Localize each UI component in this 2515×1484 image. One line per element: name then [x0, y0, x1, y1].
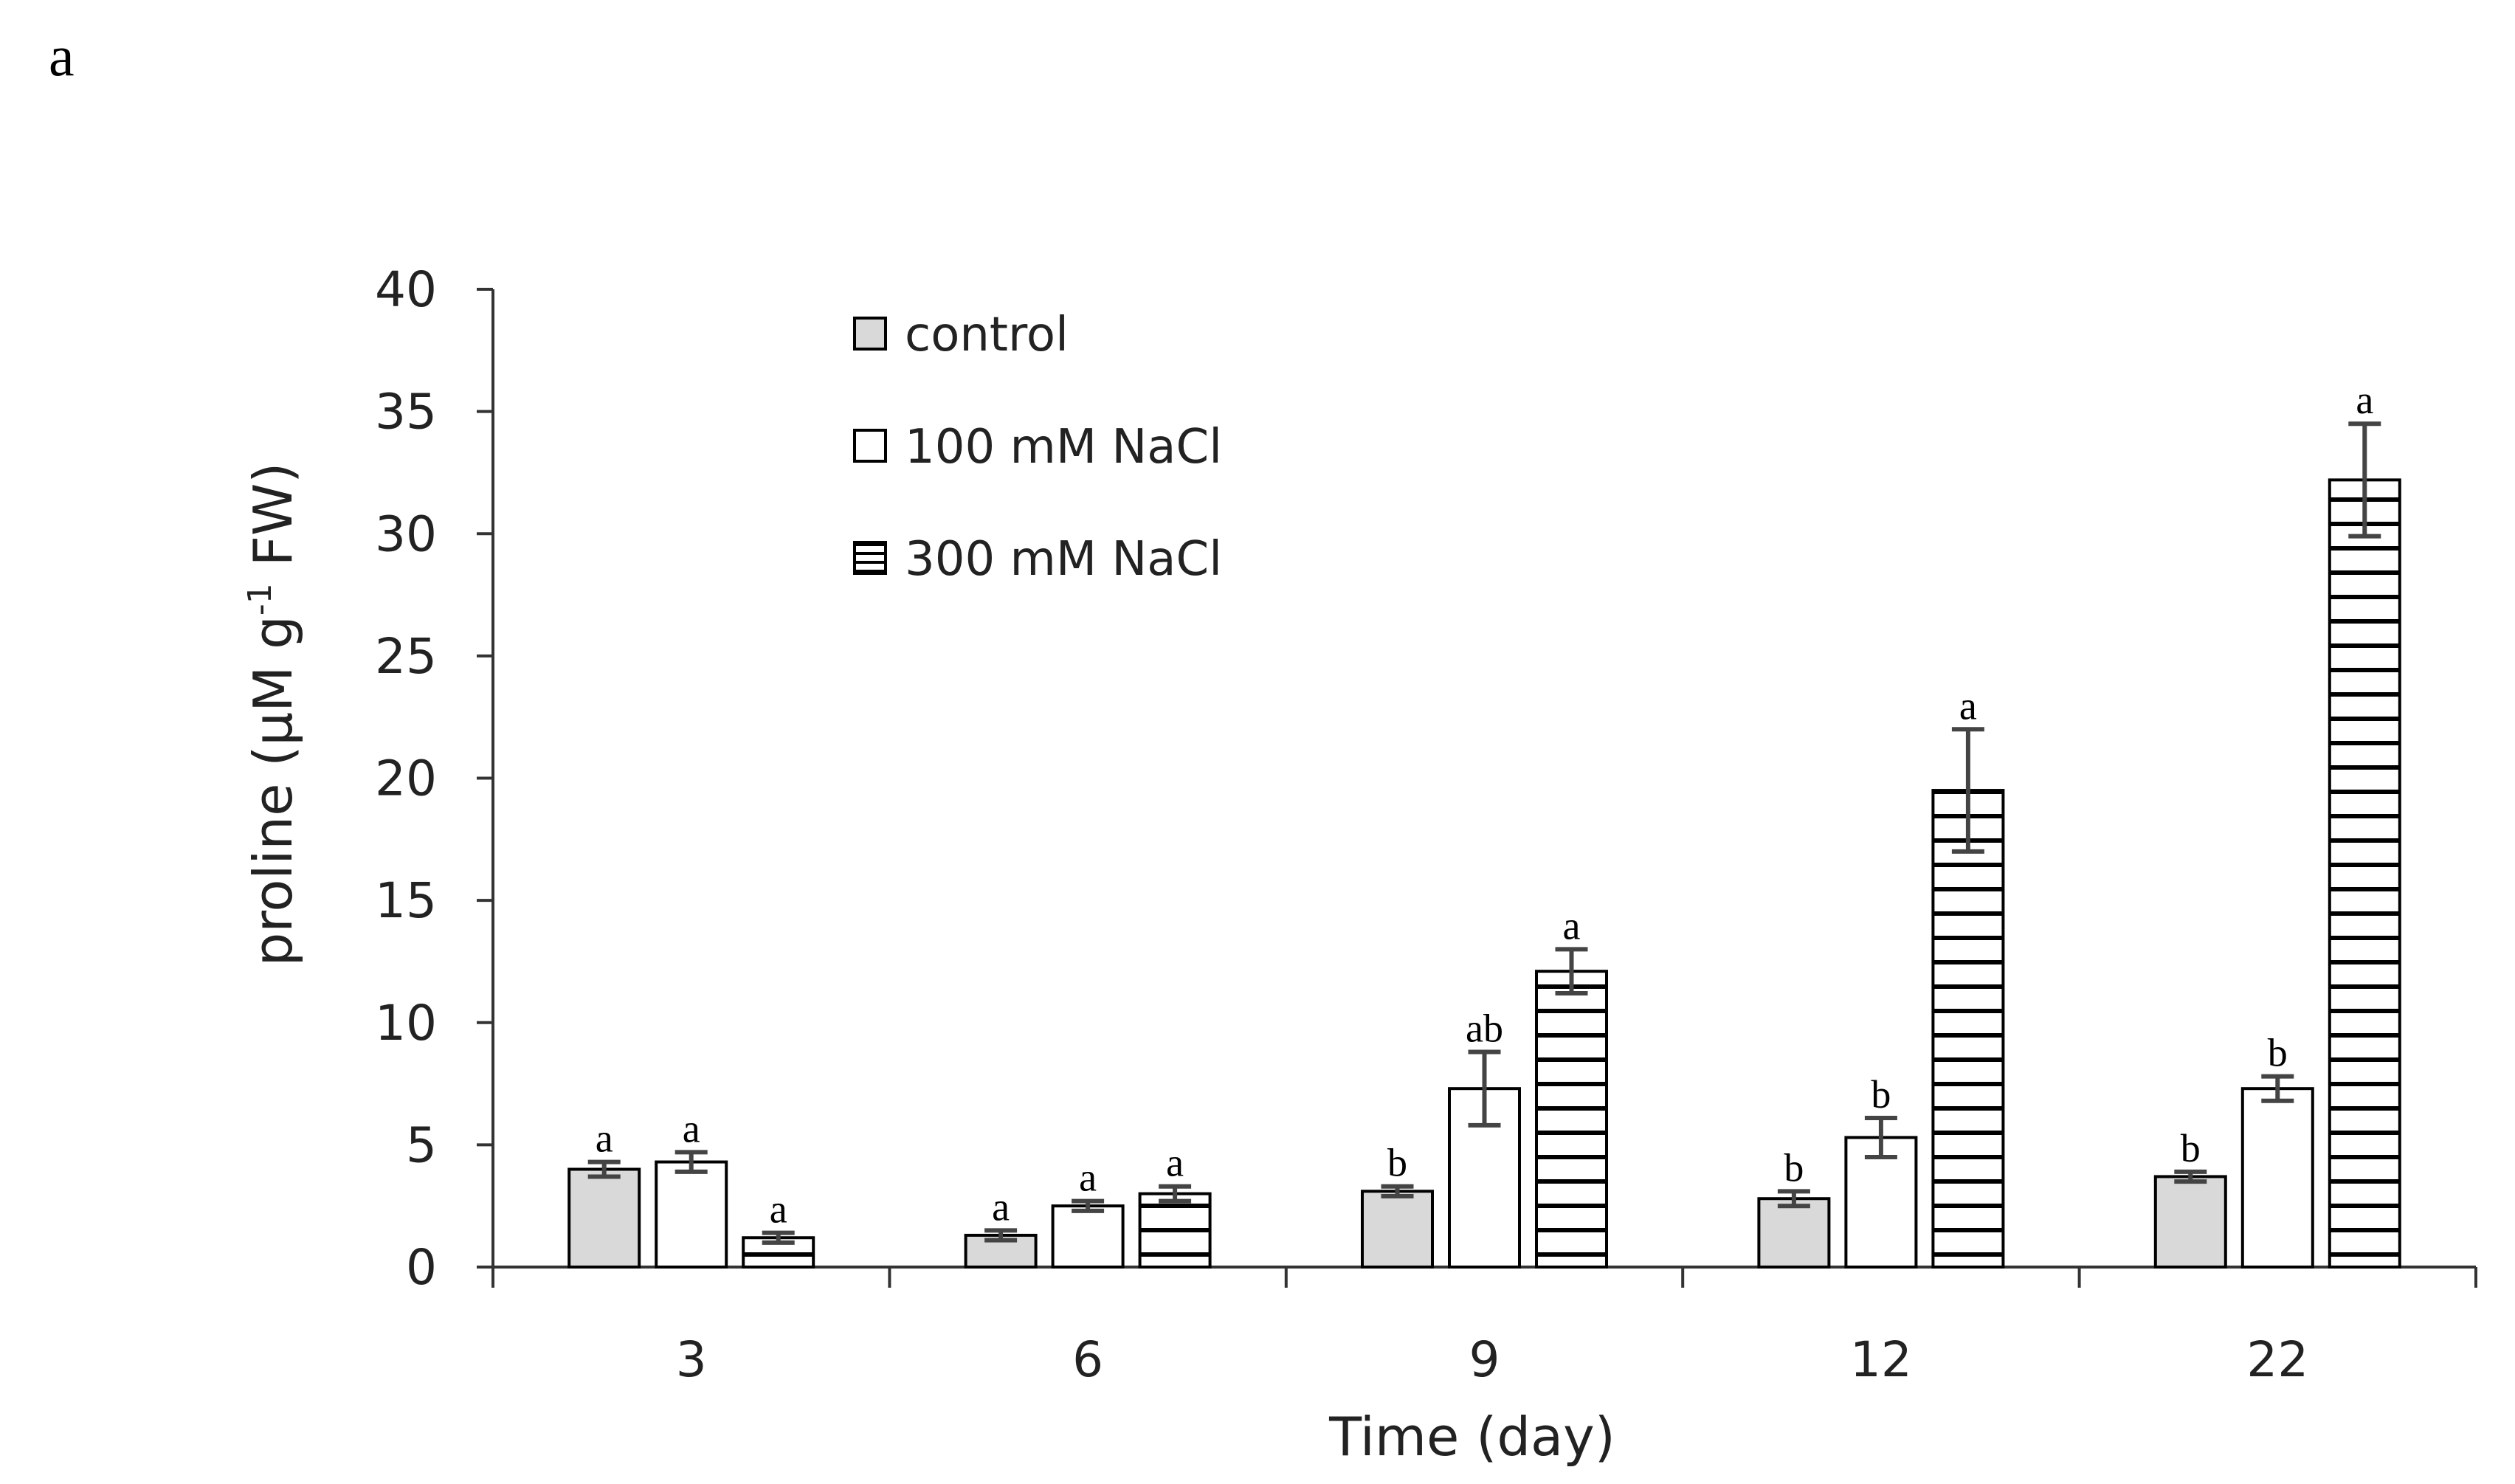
significance-label: a — [596, 1117, 613, 1161]
bar — [1535, 970, 1608, 1269]
significance-label: b — [2181, 1126, 2201, 1170]
significance-label: b — [1387, 1141, 1407, 1185]
y-tick-label: 10 — [375, 995, 437, 1052]
y-axis: 0 5 10 15 20 25 30 35 40 — [375, 261, 494, 1296]
legend-label: 100 mM NaCl — [905, 420, 1222, 474]
significance-label: b — [2268, 1031, 2288, 1075]
y-tick-label: 0 — [406, 1239, 437, 1296]
bar — [567, 1167, 641, 1269]
significance-label: a — [1959, 683, 1977, 728]
legend-label: 300 mM NaCl — [905, 532, 1222, 587]
legend-swatch — [853, 541, 887, 575]
x-tick-label: 12 — [1850, 1331, 1912, 1388]
x-tick-label: 6 — [1072, 1331, 1103, 1388]
significance-label: ab — [1466, 1007, 1503, 1051]
bars — [567, 478, 2401, 1269]
x-axis-title: Time (day) — [1328, 1406, 1615, 1468]
significance-label: a — [1563, 903, 1581, 948]
y-axis-title-superscript: -1 — [241, 583, 279, 615]
significance-label: a — [2356, 378, 2373, 422]
x-tick-label: 22 — [2246, 1331, 2308, 1388]
legend: control 100 mM NaCl 300 mM NaCl — [853, 308, 1222, 587]
y-tick-label: 15 — [375, 872, 437, 929]
bar — [2153, 1175, 2227, 1269]
significance-label: a — [992, 1184, 1010, 1229]
legend-swatch — [853, 429, 887, 463]
bar — [1051, 1204, 1125, 1269]
bar — [1361, 1190, 1434, 1269]
significance-label: b — [1871, 1072, 1891, 1117]
bar — [1931, 789, 2005, 1269]
y-tick-label: 30 — [375, 505, 437, 562]
significance-label: a — [770, 1187, 787, 1232]
bar — [1757, 1197, 1831, 1269]
y-axis-title-tail: FW) — [242, 463, 304, 584]
significance-label: a — [683, 1106, 700, 1150]
x-tick-label: 9 — [1469, 1331, 1500, 1388]
x-tick-label: 3 — [676, 1331, 707, 1388]
y-tick-label: 35 — [375, 384, 437, 441]
error-bars — [587, 421, 2381, 1245]
y-axis-title-main: proline (µM g — [242, 615, 304, 966]
y-axis-title: proline (µM g-1 FW) — [241, 463, 304, 967]
bar — [2240, 1087, 2314, 1269]
bar — [1138, 1192, 1212, 1269]
y-tick-label: 40 — [375, 261, 437, 318]
y-tick-label: 25 — [375, 628, 437, 685]
significance-label: a — [1079, 1156, 1097, 1200]
panel-label: a — [49, 24, 75, 88]
legend-swatch — [853, 317, 887, 351]
bar — [1448, 1087, 1521, 1269]
significance-label: b — [1784, 1145, 1804, 1190]
y-tick-label: 20 — [375, 750, 437, 807]
bar — [2328, 478, 2401, 1269]
significance-label: a — [1166, 1141, 1184, 1185]
bar — [655, 1160, 728, 1269]
y-tick-label: 5 — [406, 1117, 437, 1173]
legend-label: control — [905, 308, 1069, 362]
x-axis: 3 6 9 12 22 — [491, 1266, 2477, 1388]
